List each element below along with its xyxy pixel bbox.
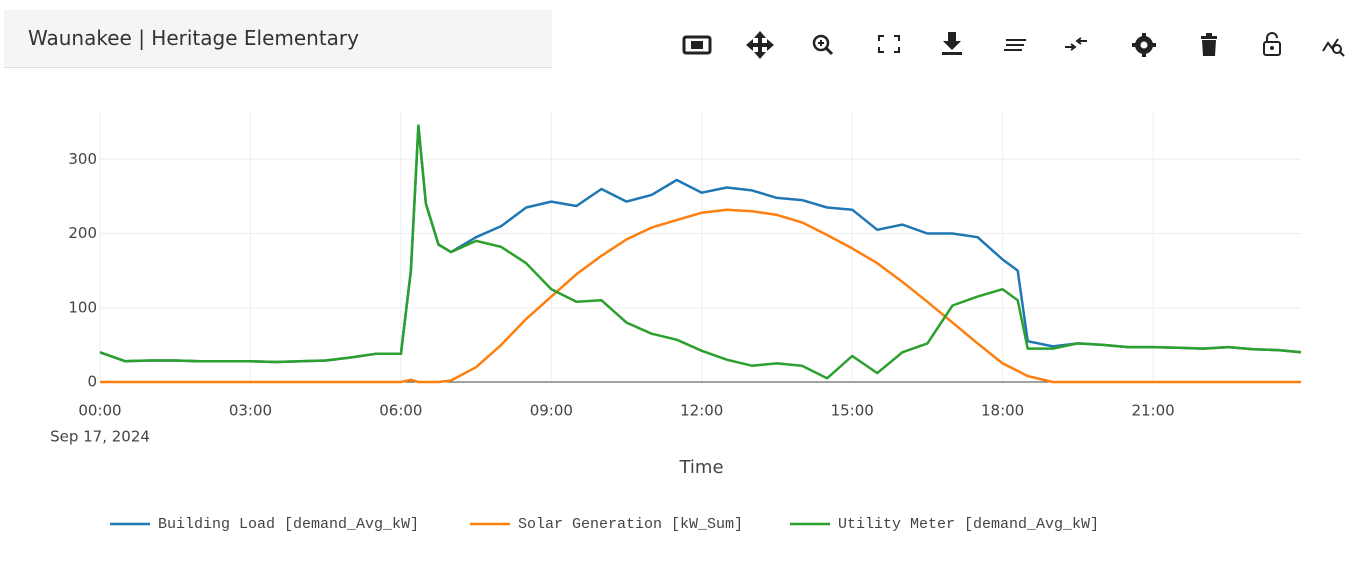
- panel-title: Waunakee | Heritage Elementary: [28, 26, 359, 50]
- y-tick-label: 200: [68, 224, 97, 242]
- x-tick-label: 06:00: [379, 402, 422, 420]
- delete-button[interactable]: [1201, 33, 1217, 56]
- y-tick-label: 100: [68, 298, 97, 316]
- lines-button[interactable]: [1004, 39, 1026, 51]
- download-button[interactable]: [942, 32, 962, 55]
- pan-button[interactable]: [746, 31, 774, 59]
- x-tick-label: 12:00: [680, 402, 723, 420]
- x-tick-label: 00:00: [78, 402, 121, 420]
- legend-label: Building Load [demand_Avg_kW]: [158, 516, 419, 533]
- compare-button[interactable]: [1065, 37, 1087, 51]
- panel-header: Waunakee | Heritage Elementary: [4, 10, 552, 68]
- x-date-label: Sep 17, 2024: [50, 428, 150, 446]
- zoom-inspect-button[interactable]: [1322, 38, 1345, 57]
- zoom-out-button[interactable]: [878, 35, 900, 53]
- x-tick-label: 18:00: [981, 402, 1024, 420]
- toolbar: [682, 31, 1345, 59]
- x-axis-title: Time: [678, 457, 723, 478]
- legend-label: Utility Meter [demand_Avg_kW]: [838, 516, 1099, 533]
- x-tick-label: 09:00: [530, 402, 573, 420]
- series-line: [99, 124, 1302, 364]
- x-tick-label: 03:00: [229, 402, 272, 420]
- x-tick-label: 21:00: [1131, 402, 1174, 420]
- lock-button[interactable]: [1263, 32, 1281, 56]
- y-tick-label: 300: [68, 150, 97, 168]
- series-line: [100, 208, 1301, 384]
- series-line: [99, 124, 1302, 380]
- settings-button[interactable]: [1132, 33, 1156, 57]
- zoom-button[interactable]: [812, 34, 834, 56]
- legend-label: Solar Generation [kW_Sum]: [518, 516, 743, 533]
- x-tick-label: 15:00: [831, 402, 874, 420]
- autoscale-button[interactable]: [682, 35, 712, 55]
- y-tick-label: 0: [87, 373, 97, 391]
